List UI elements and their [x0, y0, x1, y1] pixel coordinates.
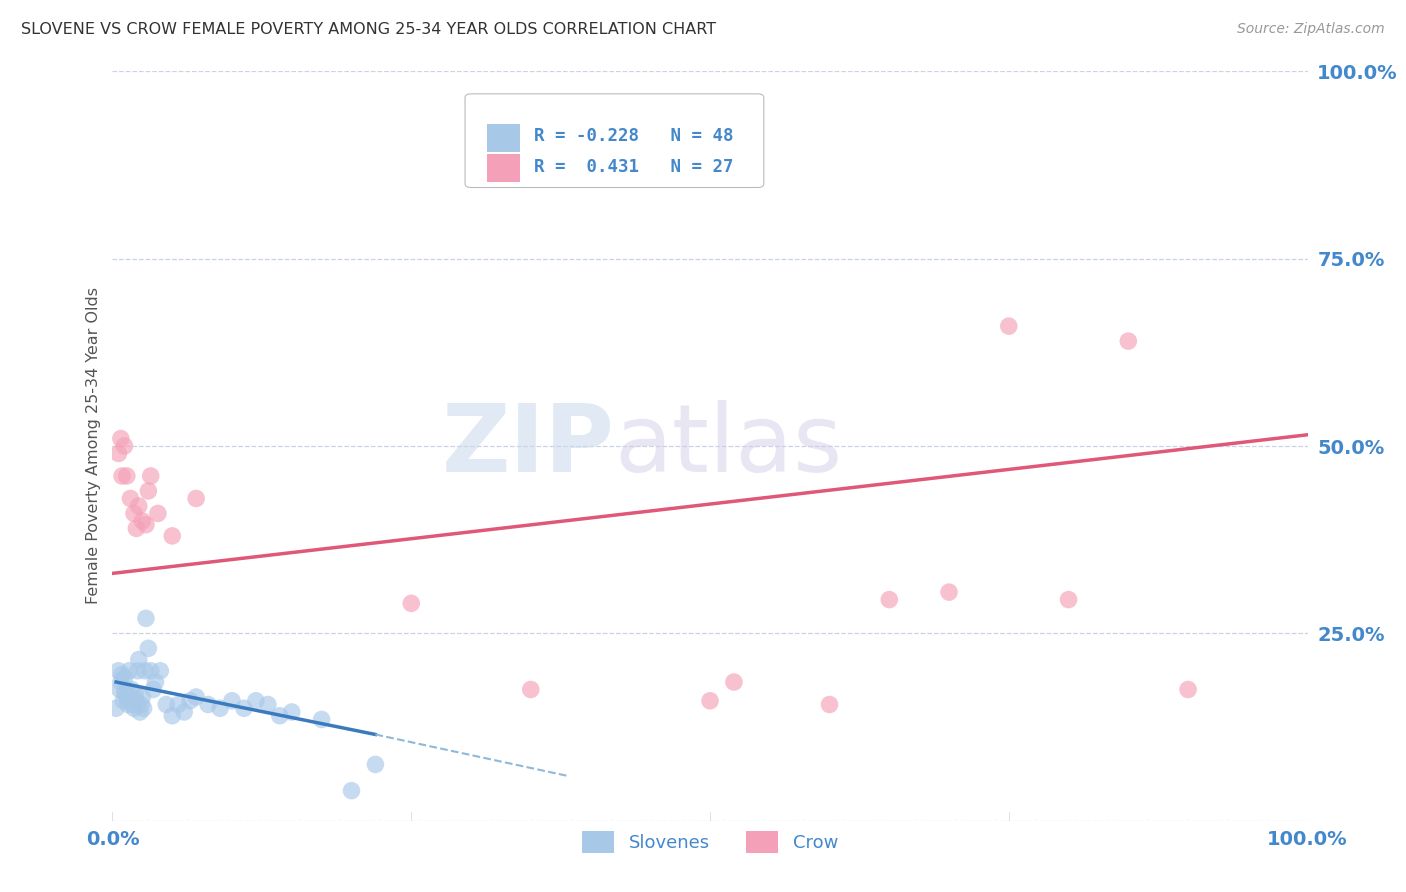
Point — [120, 690, 142, 704]
Point — [145, 675, 167, 690]
Point — [107, 664, 129, 678]
Point — [131, 514, 153, 528]
Point — [108, 682, 131, 697]
Point — [209, 701, 232, 715]
Point — [401, 596, 423, 610]
Point — [879, 592, 901, 607]
Point — [197, 698, 219, 712]
Point — [111, 667, 134, 681]
Point — [125, 521, 148, 535]
Point — [186, 690, 208, 704]
Point — [114, 686, 135, 700]
Point — [114, 439, 135, 453]
Point — [146, 507, 169, 521]
Text: R = -0.228   N = 48: R = -0.228 N = 48 — [534, 128, 734, 145]
Bar — [486, 154, 520, 183]
Text: Source: ZipAtlas.com: Source: ZipAtlas.com — [1237, 22, 1385, 37]
Point — [117, 698, 139, 712]
Legend: Slovenes, Crow: Slovenes, Crow — [575, 824, 845, 860]
Point — [138, 641, 160, 656]
Text: atlas: atlas — [614, 400, 842, 492]
Point — [134, 664, 156, 678]
Text: SLOVENE VS CROW FEMALE POVERTY AMONG 25-34 YEAR OLDS CORRELATION CHART: SLOVENE VS CROW FEMALE POVERTY AMONG 25-… — [21, 22, 716, 37]
Bar — [486, 124, 520, 153]
Point — [124, 686, 146, 700]
Point — [128, 499, 150, 513]
Point — [105, 701, 128, 715]
Point — [938, 585, 960, 599]
Point — [142, 682, 165, 697]
Point — [186, 491, 208, 506]
Point — [520, 682, 543, 697]
Text: ZIP: ZIP — [441, 400, 614, 492]
FancyBboxPatch shape — [465, 94, 763, 187]
Point — [120, 491, 142, 506]
Point — [131, 690, 153, 704]
Point — [139, 469, 162, 483]
Y-axis label: Female Poverty Among 25-34 Year Olds: Female Poverty Among 25-34 Year Olds — [86, 287, 101, 605]
Point — [112, 694, 135, 708]
Point — [114, 682, 136, 697]
Point — [818, 698, 841, 712]
Point — [998, 319, 1021, 334]
Point — [233, 701, 256, 715]
Point — [115, 690, 138, 704]
Point — [118, 664, 141, 678]
Point — [364, 757, 387, 772]
Text: R =  0.431   N = 27: R = 0.431 N = 27 — [534, 158, 734, 176]
Point — [340, 783, 363, 797]
Point — [221, 694, 243, 708]
Point — [115, 469, 138, 483]
Point — [135, 517, 157, 532]
Point — [162, 708, 183, 723]
Point — [129, 705, 152, 719]
Point — [110, 432, 132, 446]
Point — [114, 671, 135, 685]
Point — [138, 483, 160, 498]
Point — [269, 708, 291, 723]
Point — [179, 694, 201, 708]
Point — [311, 713, 333, 727]
Point — [1177, 682, 1199, 697]
Point — [129, 698, 152, 712]
Point — [257, 698, 280, 712]
Point — [110, 675, 132, 690]
Point — [173, 705, 195, 719]
Point — [1118, 334, 1140, 348]
Point — [107, 446, 129, 460]
Point — [111, 469, 134, 483]
Point — [1057, 592, 1080, 607]
Point — [162, 529, 183, 543]
Point — [139, 664, 162, 678]
Point — [699, 694, 721, 708]
Point — [127, 664, 149, 678]
Point — [155, 698, 177, 712]
Point — [167, 698, 190, 712]
Point — [132, 701, 155, 715]
Point — [135, 611, 157, 625]
Point — [281, 705, 304, 719]
Point — [121, 682, 143, 697]
Point — [125, 694, 148, 708]
Point — [122, 701, 145, 715]
Point — [723, 675, 745, 690]
Point — [121, 698, 143, 712]
Point — [149, 664, 172, 678]
Point — [128, 652, 150, 666]
Point — [245, 694, 267, 708]
Point — [122, 507, 145, 521]
